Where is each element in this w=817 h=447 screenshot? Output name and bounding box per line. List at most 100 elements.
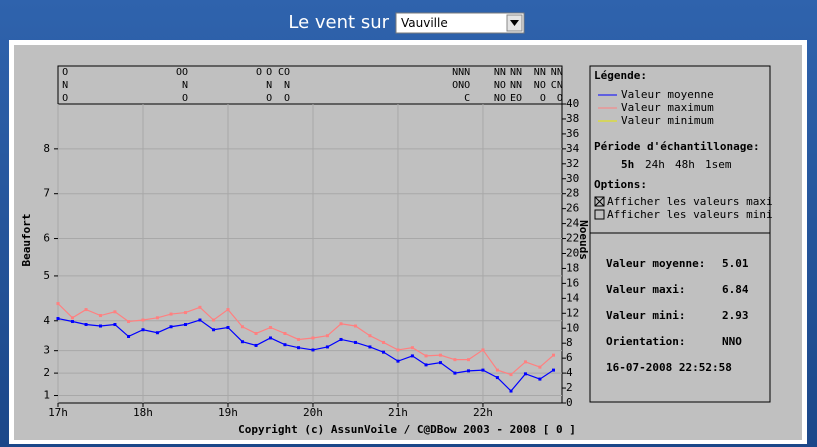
y2-tick-label: 10 [566, 321, 579, 334]
data-point [325, 334, 329, 338]
data-point [481, 368, 485, 372]
data-point [481, 348, 485, 352]
direction-label: N [284, 80, 290, 91]
x-tick-label: 18h [133, 406, 153, 419]
period-option[interactable]: 1sem [705, 158, 732, 171]
data-point [155, 316, 159, 320]
panel [14, 45, 802, 440]
checkbox-mark [594, 196, 605, 207]
direction-label: O [540, 93, 546, 104]
timestamp: 16-07-2008 22:52:58 [606, 361, 732, 374]
y-tick-label: 3 [43, 344, 50, 357]
data-point [141, 318, 145, 322]
direction-label: O [266, 67, 272, 78]
data-point [183, 323, 187, 327]
direction-label: EO [510, 93, 522, 104]
data-point [141, 328, 145, 332]
data-point [523, 360, 527, 364]
data-point [240, 325, 244, 329]
option-label[interactable]: Afficher les valeurs mini [607, 208, 773, 221]
data-point [424, 354, 428, 358]
data-point [98, 324, 102, 328]
stat-label: Valeur maxi: [606, 283, 685, 296]
legend-label: Valeur minimum [621, 114, 714, 127]
data-point [70, 316, 74, 320]
data-point [240, 340, 244, 344]
data-point [113, 310, 117, 314]
data-point [523, 372, 527, 376]
data-point [226, 308, 230, 312]
data-point [127, 334, 131, 338]
direction-label: O [182, 93, 188, 104]
select-value[interactable]: Vauville [401, 16, 448, 30]
y2-tick-label: 14 [566, 291, 580, 304]
data-point [283, 331, 287, 335]
data-point [339, 322, 343, 326]
data-point [495, 368, 499, 372]
stat-label: Orientation: [606, 335, 685, 348]
data-point [311, 348, 315, 352]
data-point [198, 318, 202, 322]
data-point [297, 346, 301, 350]
y2-tick-label: 6 [566, 351, 573, 364]
x-tick-label: 19h [218, 406, 238, 419]
data-point [453, 371, 457, 375]
y2-tick-label: 16 [566, 276, 579, 289]
data-point [382, 340, 386, 344]
stat-value: 2.93 [722, 309, 749, 322]
direction-label: O [266, 93, 272, 104]
direction-label: NO [494, 80, 506, 91]
stat-label: Valeur moyenne: [606, 257, 705, 270]
direction-label: N [182, 80, 188, 91]
period-option[interactable]: 5h [621, 158, 634, 171]
data-point [268, 336, 272, 340]
data-point [169, 312, 173, 316]
data-point [254, 343, 258, 347]
direction-label: CN [551, 80, 563, 91]
direction-label: N [266, 80, 272, 91]
y-tick-label: 7 [43, 187, 50, 200]
option-label[interactable]: Afficher les valeurs maxi [607, 195, 773, 208]
y-tick-label: 5 [43, 269, 50, 282]
footer: Copyright (c) AssunVoile / C@DBow 2003 -… [238, 423, 576, 436]
data-point [410, 346, 414, 350]
y2-tick-label: 32 [566, 157, 579, 170]
direction-label: N [62, 80, 68, 91]
select-box[interactable] [395, 12, 525, 34]
direction-label: NNN [452, 67, 470, 78]
checkbox[interactable] [594, 209, 605, 220]
y2-axis-label: Noeuds [577, 220, 590, 260]
y-tick-label: 2 [43, 366, 50, 379]
data-point [368, 334, 372, 338]
data-point [453, 358, 457, 362]
data-point [155, 331, 159, 335]
direction-label: O [284, 93, 290, 104]
x-tick-label: 22h [473, 406, 493, 419]
stat-value: 6.84 [722, 283, 749, 296]
direction-label: C [464, 93, 470, 104]
y2-tick-label: 12 [566, 306, 579, 319]
data-point [311, 336, 315, 340]
period-option[interactable]: 48h [675, 158, 695, 171]
stat-value: 5.01 [722, 257, 749, 270]
y2-tick-label: 26 [566, 202, 579, 215]
direction-label: NN [494, 67, 506, 78]
options-title: Options: [594, 178, 647, 191]
y2-tick-label: 20 [566, 247, 579, 260]
data-point [353, 324, 357, 328]
data-point [84, 308, 88, 312]
direction-label: NN [551, 67, 563, 78]
stats-box [589, 232, 771, 403]
legend-title: Légende: [594, 69, 647, 82]
data-point [339, 337, 343, 341]
data-point [552, 368, 556, 372]
data-point [368, 345, 372, 349]
data-point [226, 326, 230, 330]
data-point [396, 348, 400, 352]
location-select[interactable]: Vauville [395, 12, 525, 34]
stat-label: Valeur mini: [606, 309, 685, 322]
data-point [467, 369, 471, 373]
data-point [283, 343, 287, 347]
period-option[interactable]: 24h [645, 158, 665, 171]
